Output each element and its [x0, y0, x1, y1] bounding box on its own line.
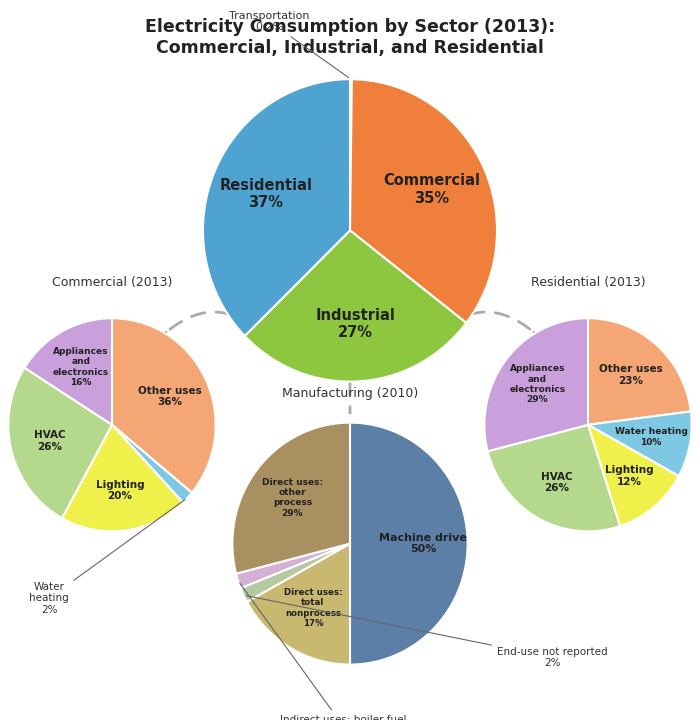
- Text: Water heating
10%: Water heating 10%: [615, 428, 687, 447]
- Text: HVAC
26%: HVAC 26%: [541, 472, 573, 493]
- Text: Residential
37%: Residential 37%: [220, 178, 312, 210]
- Text: Residential (2013): Residential (2013): [531, 276, 645, 289]
- Polygon shape: [245, 230, 466, 382]
- Text: Manufacturing (2010): Manufacturing (2010): [282, 387, 418, 400]
- Polygon shape: [247, 544, 350, 665]
- Polygon shape: [112, 318, 216, 492]
- Polygon shape: [350, 79, 497, 323]
- Polygon shape: [588, 411, 692, 476]
- Text: Machine drive
50%: Machine drive 50%: [379, 533, 467, 554]
- Text: Indirect uses: boiler fuel
2%: Indirect uses: boiler fuel 2%: [240, 583, 406, 720]
- Polygon shape: [236, 544, 350, 588]
- Text: Direct uses:
total
nonprocess
17%: Direct uses: total nonprocess 17%: [284, 588, 342, 629]
- Text: Appliances
and
electronics
16%: Appliances and electronics 16%: [53, 347, 109, 387]
- Text: Other uses
36%: Other uses 36%: [138, 386, 202, 408]
- Text: Water
heating
2%: Water heating 2%: [29, 500, 186, 615]
- Polygon shape: [203, 79, 350, 336]
- Polygon shape: [588, 425, 679, 526]
- Polygon shape: [25, 318, 112, 425]
- Polygon shape: [484, 318, 588, 451]
- Polygon shape: [488, 425, 620, 531]
- Text: Appliances
and
electronics
29%: Appliances and electronics 29%: [509, 364, 566, 405]
- Text: End-use not reported
2%: End-use not reported 2%: [246, 595, 608, 668]
- FancyArrowPatch shape: [431, 312, 534, 343]
- Text: Transportation
0.2%: Transportation 0.2%: [230, 11, 349, 78]
- Text: Other uses
23%: Other uses 23%: [598, 364, 662, 386]
- Text: Commercial (2013): Commercial (2013): [52, 276, 172, 289]
- Text: Direct uses:
other
process
29%: Direct uses: other process 29%: [262, 477, 323, 518]
- Text: HVAC
26%: HVAC 26%: [34, 431, 66, 452]
- Polygon shape: [8, 368, 112, 518]
- Text: Lighting
12%: Lighting 12%: [605, 465, 653, 487]
- Polygon shape: [232, 423, 350, 574]
- Text: Industrial
27%: Industrial 27%: [315, 307, 395, 340]
- Polygon shape: [62, 425, 183, 531]
- Polygon shape: [241, 544, 350, 602]
- Text: Electricity Consumption by Sector (2013):
Commercial, Industrial, and Residentia: Electricity Consumption by Sector (2013)…: [145, 18, 555, 57]
- Polygon shape: [588, 318, 691, 425]
- Text: Commercial
35%: Commercial 35%: [384, 174, 481, 206]
- Polygon shape: [112, 425, 192, 503]
- Text: Lighting
20%: Lighting 20%: [96, 480, 144, 501]
- FancyArrowPatch shape: [166, 312, 270, 343]
- Polygon shape: [350, 79, 352, 230]
- Polygon shape: [350, 423, 468, 665]
